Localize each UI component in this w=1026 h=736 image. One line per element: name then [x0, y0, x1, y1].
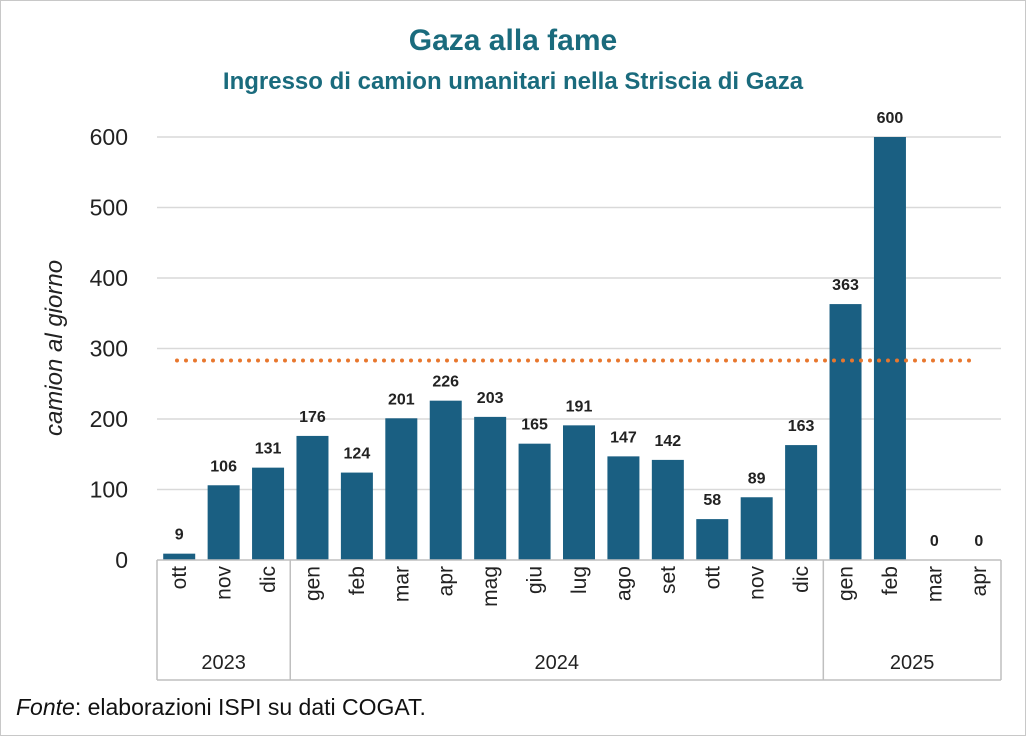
bar-value-label: 226	[432, 374, 459, 391]
x-category-label: dic	[790, 566, 813, 593]
source-text: : elaborazioni ISPI su dati COGAT.	[74, 694, 426, 720]
bar	[252, 467, 285, 560]
y-tick-label: 400	[90, 265, 128, 291]
x-category-label: nov	[213, 566, 236, 600]
year-group-label: 2024	[535, 652, 580, 674]
x-category-label: lug	[568, 566, 591, 594]
bar-value-label: 131	[255, 441, 282, 458]
x-category-label: feb	[346, 566, 369, 595]
bar-value-label: 0	[974, 533, 983, 550]
y-axis-label: camion al giorno	[41, 260, 68, 436]
y-tick-label: 500	[90, 195, 128, 221]
x-category-label: nov	[746, 566, 769, 600]
bar	[873, 137, 906, 560]
x-category-label: dic	[257, 566, 280, 593]
x-category-label: set	[657, 566, 680, 594]
x-category-label: gen	[835, 566, 858, 601]
x-category-label: ott	[168, 566, 191, 590]
bar-value-label: 363	[832, 277, 859, 294]
bar-value-label: 9	[175, 527, 184, 544]
x-category-label: apr	[435, 566, 458, 596]
y-tick-label: 600	[90, 124, 128, 150]
bar	[740, 497, 773, 560]
x-category-label: ago	[612, 566, 635, 601]
source-prefix: Fonte	[16, 694, 75, 720]
bar-value-label: 203	[477, 390, 504, 407]
bar-value-label: 147	[610, 429, 637, 446]
source-note: Fonte: elaborazioni ISPI su dati COGAT.	[16, 694, 426, 721]
bar-value-label: 176	[299, 409, 326, 426]
x-category-label: mar	[923, 566, 946, 602]
bar	[607, 456, 640, 560]
bar	[296, 435, 329, 560]
y-tick-label: 100	[90, 477, 128, 503]
bar	[563, 425, 595, 560]
bar	[385, 418, 418, 560]
bar	[340, 472, 373, 560]
bar-value-label: 124	[344, 446, 371, 463]
y-tick-label: 300	[90, 336, 128, 362]
bar	[785, 445, 818, 560]
x-category-label: mar	[390, 566, 413, 602]
bar-value-label: 201	[388, 391, 415, 408]
bar-value-label: 191	[566, 398, 593, 415]
bar-value-label: 142	[654, 433, 681, 450]
x-category-label: mag	[479, 566, 502, 607]
x-category-label: feb	[879, 566, 902, 595]
bar	[429, 400, 462, 560]
bar	[163, 553, 196, 560]
bar	[696, 519, 729, 560]
bar	[474, 416, 507, 560]
y-tick-label: 0	[115, 547, 128, 573]
bar-value-label: 165	[521, 417, 548, 434]
bar	[518, 443, 551, 560]
chart-title: Gaza alla fame	[408, 24, 618, 57]
year-group-label: 2023	[201, 652, 246, 674]
x-category-label: gen	[301, 566, 324, 601]
x-category-label: giu	[524, 566, 547, 594]
bar	[651, 459, 684, 560]
y-tick-label: 200	[90, 406, 128, 432]
bar-value-label: 106	[210, 458, 237, 475]
bar-value-label: 163	[788, 418, 815, 435]
bar	[207, 485, 240, 560]
bar-value-label: 89	[748, 470, 766, 487]
bar-value-label: 58	[703, 492, 721, 509]
x-category-label: ott	[701, 566, 724, 590]
x-category-label: apr	[968, 566, 991, 596]
bar	[829, 304, 862, 560]
year-group-label: 2025	[890, 652, 935, 674]
bar-value-label: 0	[930, 533, 939, 550]
chart-subtitle: Ingresso di camion umanitari nella Stris…	[222, 68, 804, 95]
bar-value-label: 600	[877, 110, 904, 127]
